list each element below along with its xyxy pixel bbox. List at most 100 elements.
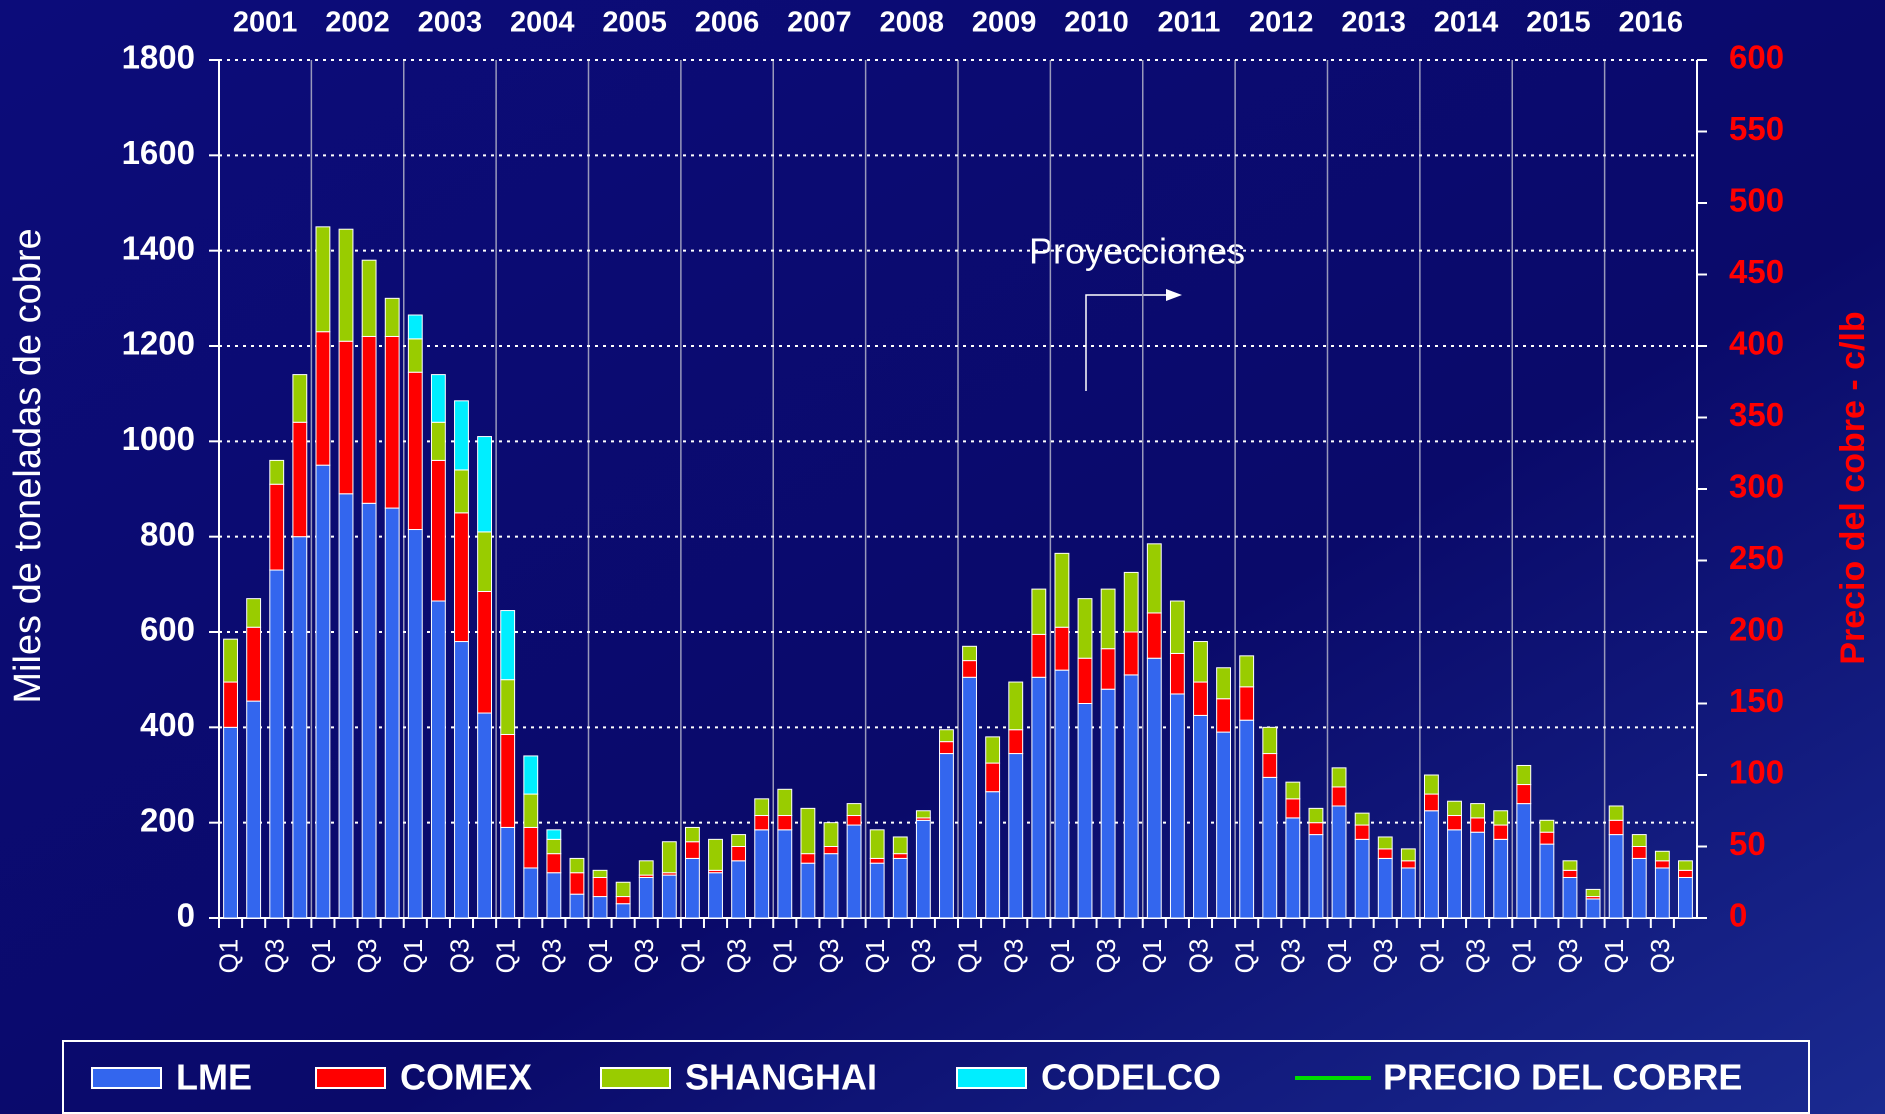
bar-segment — [985, 762, 1001, 793]
bar-segment — [361, 502, 377, 919]
bar-segment — [615, 903, 631, 919]
bar-segment — [315, 226, 331, 333]
bar-segment — [407, 529, 423, 919]
bar-segment — [800, 853, 816, 864]
bar-segment — [546, 838, 562, 855]
bar-segment — [731, 834, 747, 847]
annotation-arrowhead — [1166, 289, 1182, 301]
bar-segment — [292, 374, 308, 423]
x-tick-label: Q1 — [398, 939, 428, 974]
y-tick-label: 0 — [177, 897, 195, 934]
bar-segment — [1447, 800, 1462, 817]
bar-segment — [777, 815, 793, 831]
bar-segment — [731, 846, 747, 862]
x-tick-label: Q3 — [1645, 939, 1675, 974]
legend-label: CODELCO — [1041, 1057, 1221, 1098]
bar-segment — [1239, 719, 1255, 919]
x-tick-label: Q3 — [1183, 939, 1213, 974]
bar-segment — [962, 645, 977, 662]
x-tick-label: Q1 — [675, 939, 705, 974]
y-tick-label: 600 — [140, 611, 195, 648]
year-label: 2015 — [1526, 7, 1591, 39]
year-label: 2010 — [1064, 7, 1129, 39]
legend-swatch — [956, 1067, 1027, 1089]
bar-segment — [1654, 860, 1670, 869]
bar-segment — [1493, 810, 1509, 826]
bar-segment — [407, 371, 423, 531]
bar-segment — [823, 846, 839, 855]
bar-segment — [684, 857, 700, 919]
bar-segment — [1008, 681, 1024, 731]
bar-segment — [939, 741, 954, 755]
y2-axis-title: Precio del cobre - c/lb — [1834, 311, 1872, 664]
bar-segment — [292, 421, 308, 538]
bar-segment — [708, 838, 723, 871]
bar-segment — [1123, 631, 1139, 676]
bar-segment — [823, 853, 839, 919]
bar-segment — [592, 896, 608, 919]
bar-segment — [1354, 812, 1370, 826]
bar-segment — [500, 679, 516, 735]
bar-segment — [892, 853, 908, 859]
bar-segment — [985, 791, 1001, 919]
x-tick-label: Q3 — [1091, 939, 1121, 974]
bar-segment — [777, 788, 793, 817]
legend-label: COMEX — [400, 1057, 532, 1098]
x-tick-label: Q1 — [583, 939, 613, 974]
bar-segment — [1631, 834, 1647, 847]
x-tick-label: Q1 — [306, 939, 336, 974]
bar-segment — [1539, 819, 1555, 833]
bar-segment — [454, 469, 469, 514]
bar-segment — [638, 876, 654, 919]
y-axis-title: Miles de toneladas de cobre — [7, 228, 49, 703]
legend — [62, 1040, 1810, 1114]
bar-segment — [615, 896, 631, 905]
bar-segment — [454, 512, 469, 643]
year-label: 2003 — [418, 7, 483, 39]
bar-segment — [1146, 657, 1162, 919]
x-tick-label: Q1 — [1230, 939, 1260, 974]
bar-segment — [1100, 688, 1116, 919]
bar-segment — [800, 807, 816, 855]
bar-segment — [1400, 848, 1416, 862]
bar-segment — [846, 815, 862, 826]
legend-swatch — [315, 1067, 386, 1089]
bar-segment — [846, 803, 862, 817]
bar-segment — [777, 829, 793, 919]
bar-segment — [223, 638, 238, 683]
bar-segment — [1308, 834, 1324, 919]
y2-tick-label: 550 — [1729, 110, 1784, 147]
bar-segment — [1516, 784, 1532, 805]
bar-segment — [569, 893, 585, 919]
x-tick-label: Q1 — [860, 939, 890, 974]
bar-segment — [985, 736, 1001, 764]
bar-segment — [1262, 753, 1278, 778]
bar-segment — [338, 493, 354, 919]
bar-segment — [592, 876, 608, 898]
bar-segment — [384, 335, 400, 509]
bar-segment — [292, 536, 308, 919]
bar-segment — [754, 829, 770, 919]
bar-segment — [1169, 600, 1185, 654]
y2-tick-label: 100 — [1729, 754, 1784, 791]
bar-segment — [1400, 860, 1416, 869]
x-tick-label: Q3 — [814, 939, 844, 974]
bar-segment — [1308, 807, 1324, 824]
y2-tick-label: 350 — [1729, 396, 1784, 433]
x-tick-label: Q1 — [491, 939, 521, 974]
bar-segment — [869, 829, 885, 859]
bar-segment — [477, 712, 493, 919]
bar-segment — [1331, 805, 1347, 919]
y2-tick-label: 0 — [1729, 897, 1747, 934]
bar-segment — [430, 374, 446, 423]
bar-segment — [1100, 648, 1116, 690]
bar-segment — [338, 340, 354, 495]
y2-tick-label: 50 — [1729, 825, 1766, 862]
year-label: 2008 — [880, 7, 945, 39]
bar-segment — [1193, 641, 1208, 683]
bar-segment — [1400, 867, 1416, 919]
bar-segment — [1585, 888, 1601, 898]
bar-segment — [1285, 798, 1301, 819]
